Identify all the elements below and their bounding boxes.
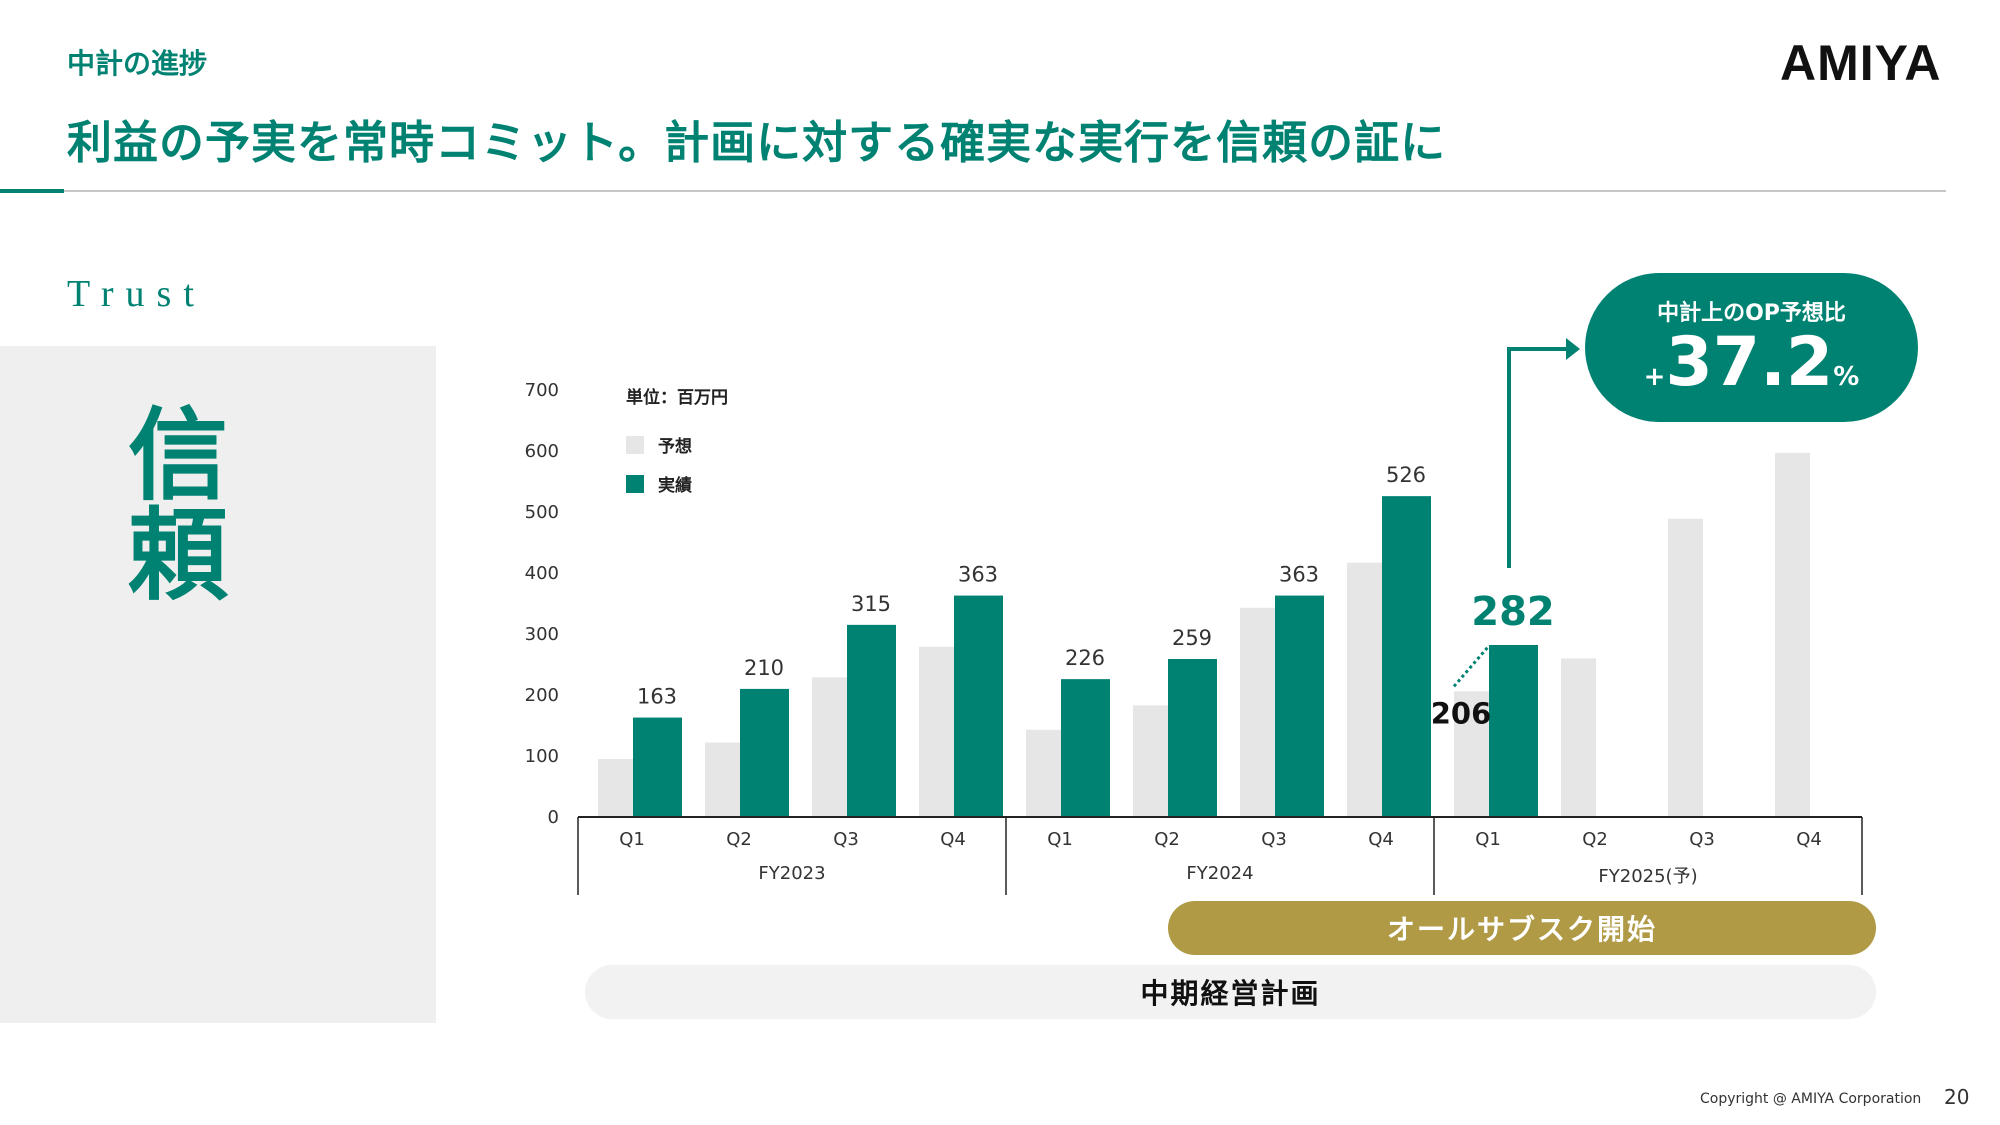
callout-value: +37.2%: [1585, 327, 1918, 413]
forecast-bar: [1240, 607, 1275, 817]
actual-bar: [847, 624, 896, 817]
callout-sign: +: [1643, 362, 1666, 392]
section-title: 中計の進捗: [67, 47, 208, 80]
forecast-bar: [705, 742, 740, 817]
subscription-start-band: オールサブスク開始: [1168, 901, 1876, 955]
data-label: 315: [851, 592, 891, 616]
y-tick-label: 700: [525, 380, 559, 401]
x-tick-label: Q3: [833, 829, 859, 850]
callout-connector: [1507, 347, 1566, 568]
mid-term-plan-band: 中期経営計画: [585, 965, 1876, 1019]
legend-actual: 実績: [626, 471, 692, 496]
amiya-logo: AMIYA: [1780, 35, 1942, 91]
actual-bar: [633, 717, 682, 817]
callout-title: 中計上のOP予想比: [1657, 301, 1846, 326]
y-tick-label: 600: [525, 441, 559, 462]
page-title: 利益の予実を常時コミット。計画に対する確実な実行を信頼の証に: [67, 116, 1447, 169]
forecast-bar: [598, 759, 633, 817]
arrow-head-icon: [1566, 338, 1580, 360]
actual-bar: [1382, 496, 1431, 817]
callout-number: 37.2: [1665, 323, 1834, 402]
callout-unit: %: [1833, 362, 1860, 392]
y-tick-label: 0: [548, 807, 559, 828]
data-label: 163: [637, 685, 677, 709]
x-tick-label: Q1: [619, 829, 645, 850]
legend-swatch-actual: [626, 474, 644, 493]
forecast-bar: [812, 677, 847, 817]
x-tick-label: Q4: [940, 829, 966, 850]
actual-bar: [1275, 595, 1324, 817]
data-label: 363: [958, 563, 998, 587]
actual-bar: [1168, 659, 1217, 817]
copyright: Copyright @ AMIYA Corporation: [1700, 1091, 1922, 1107]
x-tick-label: Q3: [1261, 829, 1287, 850]
data-label: 282: [1471, 589, 1555, 635]
x-tick-label: Q1: [1047, 829, 1073, 850]
x-tick-label: Q3: [1689, 829, 1715, 850]
legend-swatch-forecast: [626, 435, 644, 454]
trust-label: Trust: [67, 273, 206, 315]
header-divider-accent: [0, 189, 64, 193]
actual-bar: [1489, 644, 1538, 817]
y-tick-label: 100: [525, 746, 559, 767]
actual-bar: [954, 595, 1003, 817]
x-tick-label: Q2: [726, 829, 752, 850]
y-tick-label: 300: [525, 624, 559, 645]
data-label: 259: [1172, 626, 1212, 650]
forecast-bar: [1561, 658, 1596, 817]
forecast-bar: [1775, 452, 1810, 817]
x-tick-label: Q2: [1154, 829, 1180, 850]
forecast-bar: [1454, 691, 1489, 817]
x-tick-label: Q2: [1582, 829, 1608, 850]
forecast-bar: [1347, 562, 1382, 817]
forecast-bar: [1668, 518, 1703, 817]
y-tick-label: 200: [525, 685, 559, 706]
x-tick-label: Q4: [1368, 829, 1394, 850]
x-tick-label: Q1: [1475, 829, 1501, 850]
data-label: 210: [744, 656, 784, 680]
actual-bar: [740, 688, 789, 817]
group-label: FY2025(予): [1598, 866, 1697, 887]
group-label: FY2024: [1186, 863, 1253, 884]
legend-forecast: 予想: [626, 432, 692, 457]
forecast-bar: [919, 646, 954, 817]
data-label: 363: [1279, 563, 1319, 587]
unit-label: 単位：百万円: [626, 388, 728, 408]
header-divider: [0, 190, 1946, 192]
data-label: 526: [1386, 463, 1426, 487]
legend-label-actual: 実績: [658, 476, 692, 496]
y-tick-label: 500: [525, 502, 559, 523]
page-number: 20: [1944, 1085, 1970, 1109]
forecast-bar: [1026, 729, 1061, 817]
y-tick-label: 400: [525, 563, 559, 584]
legend-label-forecast: 予想: [658, 437, 692, 457]
side-panel: [0, 346, 436, 1023]
actual-bar: [1061, 679, 1110, 817]
x-tick-label: Q4: [1796, 829, 1822, 850]
group-label: FY2023: [758, 863, 825, 884]
op-vs-plan-callout: 中計上のOP予想比 +37.2%: [1585, 273, 1918, 422]
comparison-dotted-line: [1452, 645, 1490, 688]
trust-kanji: 信頼: [128, 396, 228, 614]
data-label: 226: [1065, 646, 1105, 670]
forecast-data-label: 206: [1431, 696, 1492, 730]
forecast-bar: [1133, 705, 1168, 817]
